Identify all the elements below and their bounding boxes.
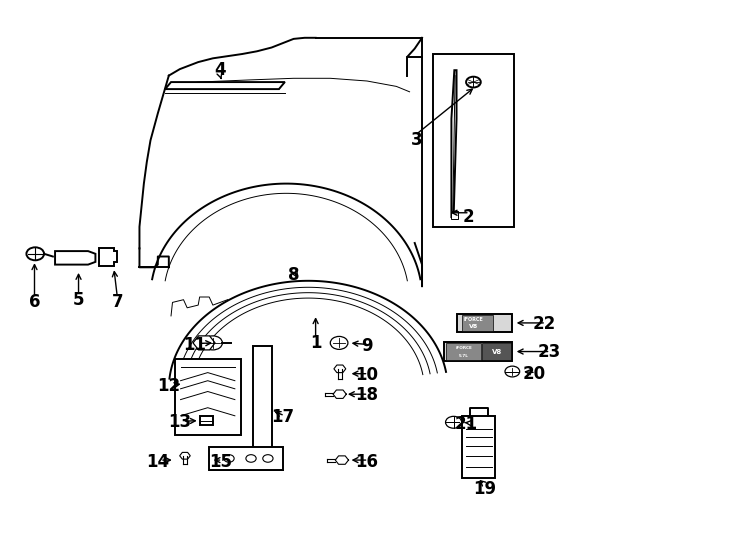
Polygon shape — [165, 82, 285, 89]
Text: 4: 4 — [214, 61, 226, 79]
Text: 2: 2 — [462, 208, 474, 226]
Text: 18: 18 — [355, 386, 379, 404]
Text: iFORCE: iFORCE — [464, 317, 483, 322]
Bar — [433, 54, 514, 227]
Text: 17: 17 — [271, 408, 294, 426]
Bar — [200, 416, 213, 425]
Text: 14: 14 — [146, 453, 170, 471]
Text: iFORCE: iFORCE — [456, 346, 472, 349]
Text: 3: 3 — [411, 131, 423, 150]
Polygon shape — [193, 336, 215, 350]
Text: 6: 6 — [29, 293, 40, 312]
Text: 23: 23 — [537, 343, 561, 361]
Bar — [482, 343, 511, 360]
Polygon shape — [253, 346, 272, 451]
Text: 5: 5 — [73, 291, 84, 309]
Polygon shape — [462, 416, 495, 478]
Text: 12: 12 — [157, 377, 181, 395]
Circle shape — [26, 247, 44, 260]
Text: 5.7L: 5.7L — [459, 354, 469, 357]
Circle shape — [246, 455, 256, 462]
Polygon shape — [451, 70, 457, 217]
Text: 1: 1 — [310, 334, 321, 352]
Text: 10: 10 — [355, 366, 379, 384]
Circle shape — [263, 455, 273, 462]
Circle shape — [203, 336, 222, 350]
Bar — [446, 343, 481, 360]
Text: 20: 20 — [523, 364, 546, 383]
Circle shape — [446, 416, 462, 428]
Text: V8: V8 — [492, 348, 502, 355]
Circle shape — [505, 366, 520, 377]
Polygon shape — [180, 453, 190, 459]
Polygon shape — [451, 211, 458, 219]
Text: 15: 15 — [208, 453, 232, 471]
Polygon shape — [334, 365, 346, 373]
Text: V8: V8 — [469, 325, 478, 329]
Circle shape — [224, 455, 234, 462]
Text: 19: 19 — [473, 480, 496, 498]
Bar — [209, 447, 283, 470]
Text: 7: 7 — [112, 293, 123, 312]
Text: 16: 16 — [355, 453, 379, 471]
Text: 8: 8 — [288, 266, 299, 285]
Text: 21: 21 — [454, 415, 478, 433]
Text: 11: 11 — [183, 335, 206, 354]
Text: 22: 22 — [533, 315, 556, 333]
Text: 13: 13 — [168, 413, 192, 431]
Circle shape — [466, 77, 481, 87]
Bar — [444, 342, 512, 361]
Bar — [457, 314, 512, 332]
Polygon shape — [55, 251, 95, 265]
Circle shape — [330, 336, 348, 349]
Text: 9: 9 — [361, 336, 373, 355]
Polygon shape — [175, 359, 241, 435]
Bar — [462, 315, 493, 331]
Polygon shape — [99, 248, 117, 266]
